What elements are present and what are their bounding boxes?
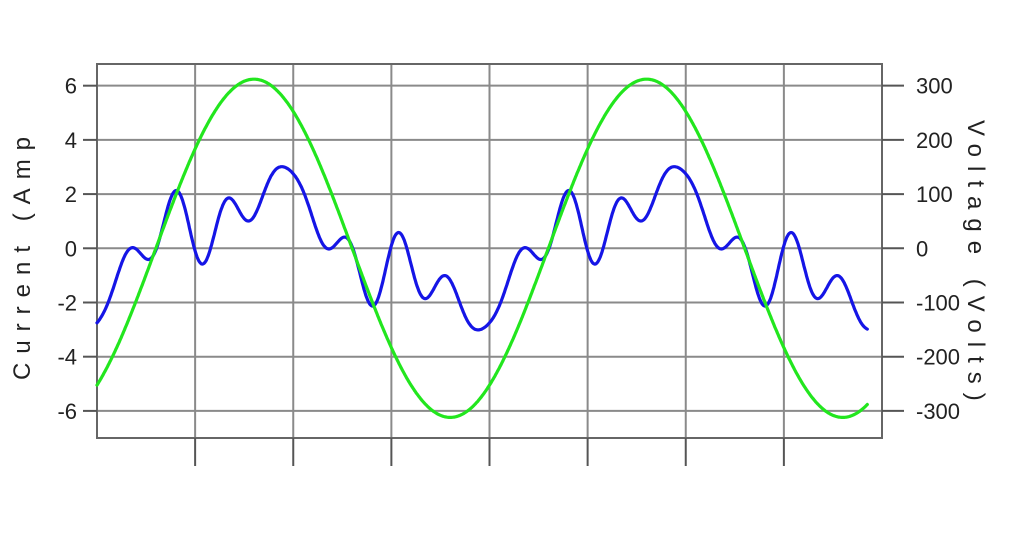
voltage-series-line — [95, 77, 869, 419]
left-tick-label: -6 — [57, 399, 77, 424]
right-tick-label: 100 — [916, 182, 953, 207]
axis-ticks — [83, 84, 904, 466]
right-axis-title: Voltage (Volts) — [962, 120, 989, 410]
left-tick-label: -4 — [57, 345, 77, 370]
right-tick-label: 200 — [916, 128, 953, 153]
tick-labels: 6 4 2 0 -2 -4 -6 300 200 100 0 -100 -200 -300 — [57, 74, 960, 424]
grid — [97, 64, 882, 438]
current-series-line — [95, 165, 869, 332]
left-tick-label: 2 — [65, 182, 77, 207]
right-tick-label: 0 — [916, 236, 928, 261]
right-tick-label: -300 — [916, 399, 960, 424]
left-tick-label: 4 — [65, 128, 77, 153]
left-tick-label: 0 — [65, 236, 77, 261]
right-tick-label: -200 — [916, 345, 960, 370]
right-tick-label: -100 — [916, 290, 960, 315]
series — [95, 77, 869, 419]
right-tick-label: 300 — [916, 74, 953, 99]
left-tick-label: 6 — [65, 74, 77, 99]
left-tick-label: -2 — [57, 290, 77, 315]
left-axis-title: Current (Amp — [9, 128, 36, 380]
